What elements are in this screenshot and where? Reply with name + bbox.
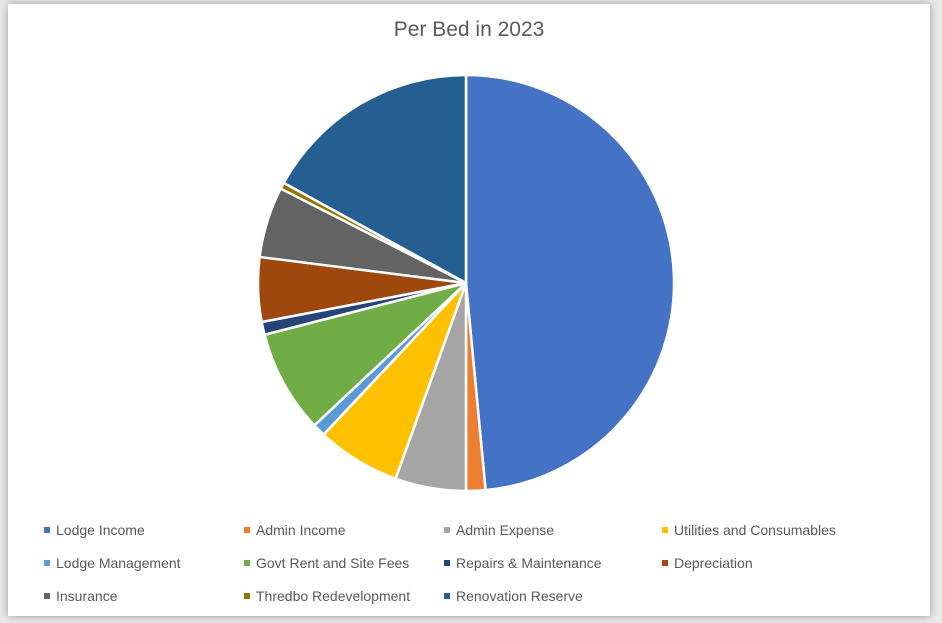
legend-label: Utilities and Consumables [674, 522, 836, 538]
legend-swatch [662, 527, 668, 533]
legend-item: Depreciation [662, 555, 902, 571]
legend-label: Renovation Reserve [456, 588, 583, 604]
legend-swatch [244, 560, 250, 566]
legend-item: Thredbo Redevelopment [244, 588, 444, 604]
legend-label: Thredbo Redevelopment [256, 588, 411, 604]
pie-chart [256, 73, 676, 493]
legend-item: Lodge Management [44, 555, 244, 571]
legend-swatch [44, 593, 50, 599]
legend-swatch [44, 560, 50, 566]
chart-title: Per Bed in 2023 [393, 18, 545, 41]
legend-item: Repairs & Maintenance [444, 555, 662, 571]
legend-label: Depreciation [674, 555, 753, 571]
pie-slice-renovation-reserve [282, 73, 468, 285]
legend-item: Insurance [44, 588, 244, 604]
legend-swatch [662, 560, 668, 566]
legend-item: Lodge Income [44, 522, 244, 538]
legend-swatch [44, 527, 50, 533]
legend-swatch [244, 593, 250, 599]
legend-item: Renovation Reserve [444, 588, 662, 604]
legend-label: Insurance [56, 588, 118, 604]
legend-label: Lodge Income [56, 522, 145, 538]
legend-swatch [444, 560, 450, 566]
legend-label: Repairs & Maintenance [456, 555, 602, 571]
legend-swatch [444, 593, 450, 599]
chart-legend: Lodge Income Admin Income Admin Expense Uti… [44, 522, 924, 604]
chart-card: Per Bed in 2023 Lodge Income Admin Income… [8, 4, 930, 616]
legend-label: Govt Rent and Site Fees [256, 555, 410, 571]
legend-label: Admin Expense [456, 522, 555, 538]
pie-slice-lodge-income [464, 73, 676, 492]
pie-slice-govt-rent-and-site-fees [263, 281, 468, 427]
legend-item: Utilities and Consumables [662, 522, 902, 538]
legend-swatch [444, 527, 450, 533]
legend-item: Admin Income [244, 522, 444, 538]
legend-swatch [244, 527, 250, 533]
pie-slices [256, 73, 676, 493]
legend-label: Lodge Management [56, 555, 181, 571]
legend-item: Admin Expense [444, 522, 662, 538]
legend-label: Admin Income [256, 522, 346, 538]
legend-item: Govt Rent and Site Fees [244, 555, 444, 571]
